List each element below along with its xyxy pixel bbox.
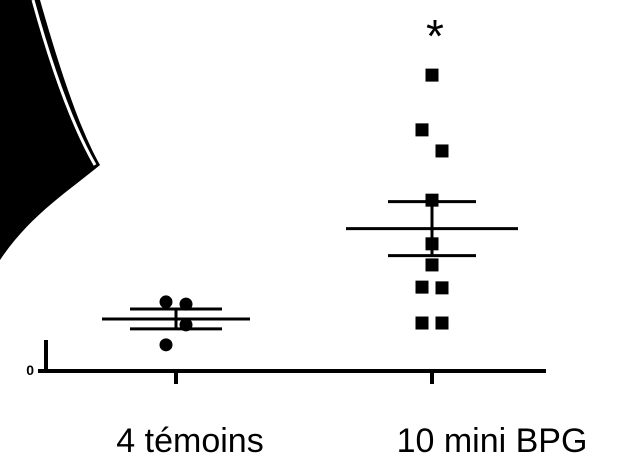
data-point (436, 281, 449, 294)
data-point (160, 338, 173, 351)
data-point (416, 123, 429, 136)
data-point (160, 295, 173, 308)
data-point (426, 69, 439, 82)
data-point (436, 144, 449, 157)
x-tick-label: 10 mini BPG (397, 422, 588, 460)
data-point (416, 281, 429, 294)
chart: 0 4 témoins 10 mini BPG * (0, 0, 625, 461)
y-tick-label: 0 (26, 362, 34, 378)
data-point (426, 258, 439, 271)
cropped-shape (0, 0, 100, 260)
data-point (436, 317, 449, 330)
significance: * (426, 10, 444, 62)
data-point (416, 317, 429, 330)
x-tick-label: 4 témoins (116, 422, 263, 460)
